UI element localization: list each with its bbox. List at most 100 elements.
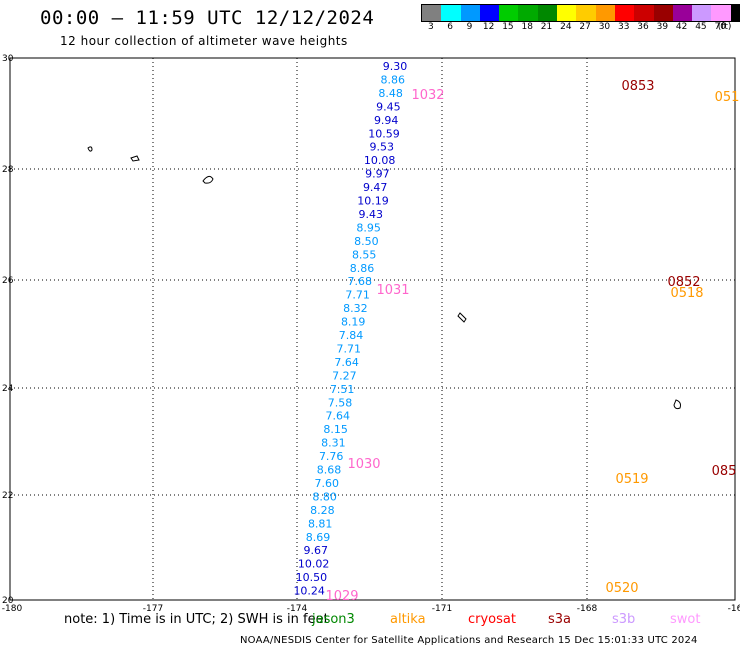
colorbar-swatch — [634, 5, 654, 21]
wave-height-value: 10.50 — [296, 571, 328, 584]
wave-height-value: 8.48 — [378, 87, 403, 100]
latitude-label: 22 — [2, 491, 13, 501]
colorbar-label: 45 — [695, 22, 707, 32]
wave-height-value: 9.47 — [363, 181, 388, 194]
colorbar-label: 42 — [675, 22, 688, 32]
colorbar-swatch — [653, 5, 673, 21]
wave-height-value: 8.68 — [317, 464, 342, 477]
wave-height-value: 10.08 — [364, 154, 396, 167]
colorbar-swatch — [422, 5, 442, 21]
colorbar-label: 33 — [618, 22, 630, 32]
colorbar-label: 70 — [714, 22, 726, 32]
island-shape — [457, 312, 467, 323]
pass-time-label: 1030 — [347, 457, 380, 472]
colorbar-label: 18 — [521, 22, 533, 32]
wave-height-value: 10.59 — [368, 127, 400, 140]
satellite-legend-jason3: jason3 — [312, 612, 355, 627]
note-row: note: 1) Time is in UTC; 2) SWH is in fe… — [0, 612, 740, 632]
island-shape — [130, 155, 140, 162]
colorbar-swatch — [537, 5, 558, 21]
pass-time-label: 1032 — [411, 88, 444, 103]
wave-height-value: 7.84 — [339, 329, 364, 342]
longitude-label: -174 — [287, 604, 308, 614]
wave-height-value: 8.80 — [312, 490, 337, 503]
colorbar-swatch — [441, 5, 461, 21]
colorbar-swatch — [672, 5, 693, 21]
longitude-label: -168 — [577, 604, 598, 614]
colorbar-label: (ft) — [717, 22, 732, 32]
colorbar — [421, 4, 740, 22]
wave-height-value: 7.68 — [348, 275, 373, 288]
latitude-label: 28 — [2, 165, 14, 175]
satellite-legend-s3a: s3a — [548, 612, 572, 627]
wave-height-value: 8.50 — [354, 235, 379, 248]
longitude-label: -16 — [728, 604, 740, 614]
longitude-label: -180 — [2, 604, 23, 614]
wave-height-value: 7.76 — [319, 450, 344, 463]
colorbar-label: 39 — [656, 22, 669, 32]
island-shape — [87, 146, 93, 152]
colorbar-swatch — [730, 5, 740, 21]
wave-height-value: 9.97 — [365, 168, 390, 181]
colorbar-label: 36 — [637, 22, 649, 32]
colorbar-label: 27 — [579, 22, 591, 32]
wave-height-value: 8.86 — [350, 262, 375, 275]
pass-time-label: 1031 — [376, 283, 409, 298]
wave-height-value: 8.15 — [323, 423, 348, 436]
page-title: 00:00 – 11:59 UTC 12/12/2024 — [40, 7, 375, 29]
pass-time-label: 0520 — [605, 581, 638, 596]
colorbar-swatch — [557, 5, 577, 21]
wave-height-value: 7.60 — [315, 477, 340, 490]
colorbar-swatch — [595, 5, 615, 21]
colorbar-label: 12 — [482, 22, 495, 32]
wave-height-value: 8.86 — [381, 73, 406, 86]
colorbar-label: 9 — [466, 22, 473, 32]
pass-time-label: 0518 — [670, 286, 703, 301]
wave-height-value: 7.51 — [330, 383, 355, 396]
colorbar-label: 6 — [447, 22, 454, 32]
colorbar-swatch — [499, 5, 519, 21]
note-text: note: 1) Time is in UTC; 2) SWH is in fe… — [64, 612, 329, 627]
colorbar-swatch — [692, 5, 712, 21]
pass-time-label: 0852 — [667, 275, 700, 290]
wave-height-value: 7.27 — [332, 369, 357, 382]
wave-height-value: 9.67 — [304, 544, 329, 557]
colorbar-label: 21 — [540, 22, 553, 32]
latitude-label: 26 — [2, 276, 14, 286]
satellite-legend-s3b: s3b — [612, 612, 636, 627]
latitude-label: 20 — [2, 596, 14, 606]
wave-height-value: 10.02 — [298, 558, 330, 571]
wave-height-value: 7.71 — [345, 289, 370, 302]
colorbar-swatch — [614, 5, 635, 21]
wave-height-value: 7.58 — [328, 396, 353, 409]
wave-height-value: 7.71 — [337, 342, 362, 355]
longitude-label: -171 — [432, 604, 452, 614]
wave-height-value: 8.31 — [321, 437, 346, 450]
wave-height-value: 8.95 — [356, 221, 381, 234]
wave-height-value: 10.24 — [293, 585, 325, 598]
wave-height-value: 9.30 — [383, 60, 408, 73]
wave-height-value: 10.19 — [357, 195, 389, 208]
colorbar-swatch — [479, 5, 500, 21]
pass-time-label: 0519 — [615, 472, 648, 487]
satellite-legend-cryosat: cryosat — [468, 612, 516, 627]
wave-height-value: 8.81 — [308, 517, 333, 530]
wave-height-value: 7.64 — [326, 410, 351, 423]
longitude-label: -177 — [143, 604, 163, 614]
pass-time-label: 1029 — [325, 589, 358, 604]
footer-credit: NOAA/NESDIS Center for Satellite Applica… — [240, 635, 698, 646]
island-shape — [202, 175, 214, 184]
latitude-label: 24 — [2, 384, 14, 394]
colorbar-label: 30 — [598, 22, 611, 32]
satellite-legend-altika: altika — [390, 612, 426, 627]
latitude-label: 30 — [2, 54, 14, 64]
pass-time-label: 051 — [715, 90, 740, 105]
wave-height-value: 8.32 — [343, 302, 368, 315]
wave-height-value: 8.28 — [310, 504, 335, 517]
wave-height-value: 9.94 — [374, 114, 399, 127]
colorbar-swatch — [576, 5, 596, 21]
wave-height-value: 9.45 — [376, 100, 401, 113]
wave-height-value: 9.53 — [370, 141, 395, 154]
colorbar-label: 24 — [560, 22, 572, 32]
colorbar-swatch — [460, 5, 480, 21]
